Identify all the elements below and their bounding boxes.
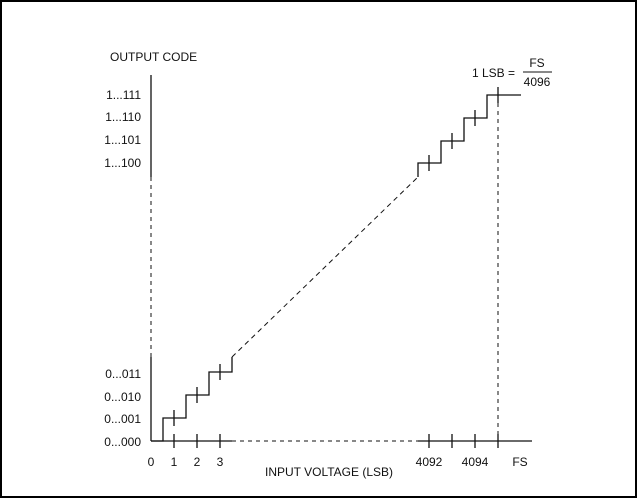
staircase-upper-midpoints [428, 87, 499, 171]
x-tick-label: 1 [171, 455, 178, 469]
y-tick-label: 0...001 [104, 412, 141, 426]
y-tick-label: 1...110 [105, 110, 141, 124]
lsb-formula-prefix: 1 LSB = [472, 66, 515, 80]
lsb-formula-denominator: 4096 [524, 75, 551, 89]
ideal-transfer-dashed [231, 176, 419, 358]
staircase-lower [151, 357, 233, 442]
y-tick-label: 1...111 [106, 88, 141, 102]
lsb-formula-numerator: FS [529, 56, 544, 70]
y-tick-label: 0...010 [104, 390, 141, 404]
x-tick-label: 0 [148, 455, 155, 469]
x-tick-label: FS [512, 455, 527, 469]
y-tick-label: 1...100 [104, 156, 141, 170]
y-axis-label: OUTPUT CODE [110, 50, 197, 64]
y-tick-label: 1...101 [104, 133, 141, 147]
x-tick-label: 4092 [416, 455, 443, 469]
y-tick-label: 0...000 [104, 435, 141, 449]
x-tick-label: 2 [194, 455, 201, 469]
x-ticks [173, 434, 499, 448]
y-tick-label: 0...011 [105, 367, 141, 381]
staircase-upper [417, 94, 521, 177]
x-tick-label: 4094 [462, 455, 489, 469]
staircase-lower-midpoints [173, 364, 221, 426]
x-tick-label: 3 [217, 455, 224, 469]
x-axis-label: INPUT VOLTAGE (LSB) [265, 465, 393, 479]
